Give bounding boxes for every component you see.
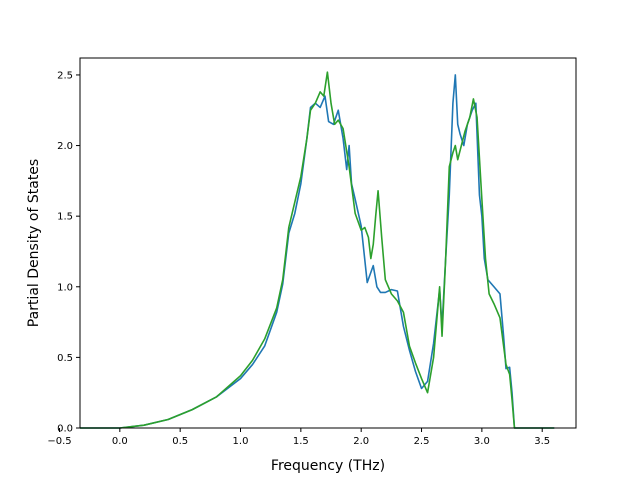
plot-frame — [79, 57, 577, 429]
y-tick-label: 0.5 — [57, 353, 73, 364]
x-tick-label: 2.0 — [353, 436, 369, 447]
x-tick-label: 0.5 — [172, 436, 188, 447]
y-tick-label: 1.5 — [57, 212, 73, 223]
x-axis-ticks: −0.5 0.0 0.5 1.0 1.5 2.0 2.5 3.0 3.5 — [47, 428, 550, 447]
x-tick-label: 3.0 — [474, 436, 490, 447]
series-line-2 — [80, 71, 555, 429]
y-axis-ticks: 0.0 0.5 1.0 1.5 2.0 2.5 — [57, 70, 80, 435]
x-tick-label: 1.5 — [293, 436, 309, 447]
x-tick-label: −0.5 — [47, 436, 71, 447]
plot-lines — [80, 71, 555, 429]
y-axis-label: Partial Density of States — [26, 159, 42, 327]
y-tick-label: 2.5 — [57, 70, 73, 81]
y-tick-label: 0.0 — [57, 424, 73, 435]
y-tick-label: 2.0 — [57, 141, 73, 152]
y-tick-label: 1.0 — [57, 282, 73, 293]
x-tick-label: 3.5 — [534, 436, 550, 447]
x-axis-label: Frequency (THz) — [271, 458, 385, 474]
series-line-1 — [80, 74, 555, 429]
x-tick-label: 0.0 — [112, 436, 128, 447]
x-tick-label: 2.5 — [414, 436, 430, 447]
x-tick-label: 1.0 — [233, 436, 249, 447]
